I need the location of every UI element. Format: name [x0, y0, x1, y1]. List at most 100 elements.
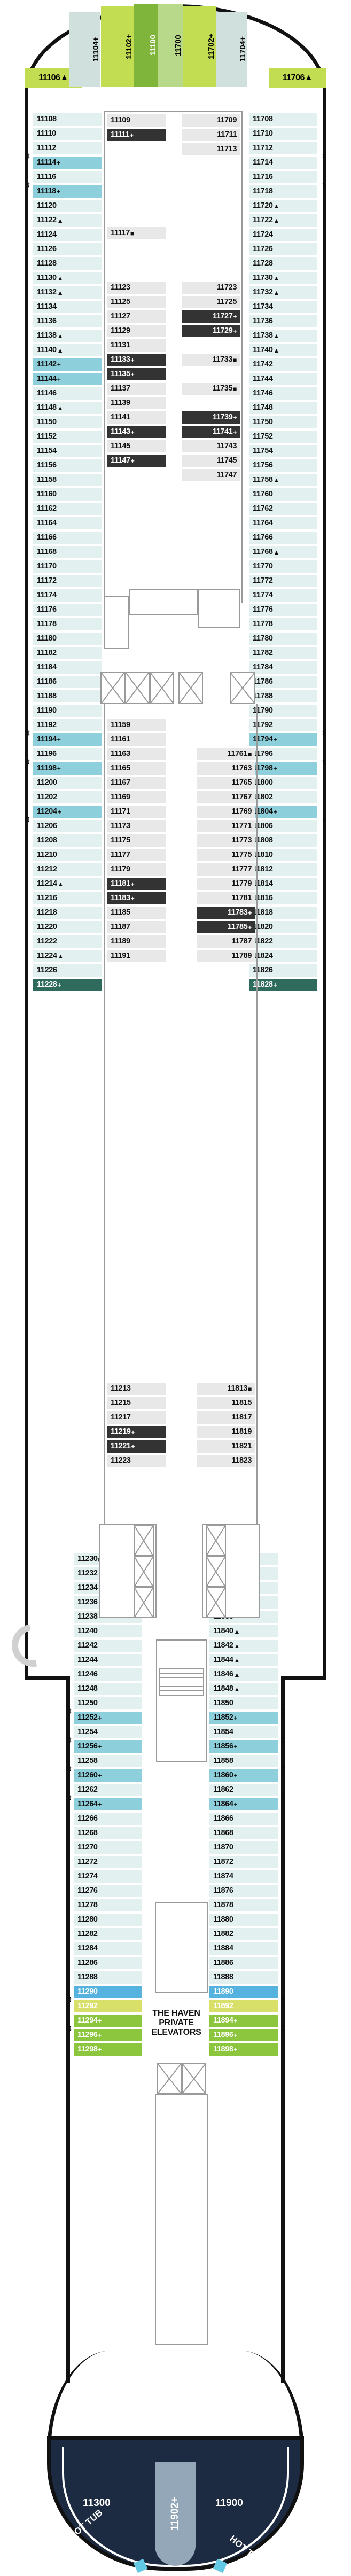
cabin-11806[interactable]: 11806: [249, 820, 317, 833]
cabin-11196[interactable]: 11196: [33, 748, 102, 761]
cabin-11774[interactable]: 11774: [249, 589, 317, 603]
cabin-11278[interactable]: 11278: [74, 1899, 142, 1913]
cabin-11769[interactable]: 11769: [197, 806, 255, 819]
cabin-11160[interactable]: 11160: [33, 488, 102, 502]
cabin-11218[interactable]: 11218: [33, 907, 102, 920]
cabin-11814[interactable]: 11814: [249, 878, 317, 891]
cabin-11220[interactable]: 11220: [33, 921, 102, 934]
cabin-11708[interactable]: 11708: [249, 113, 317, 127]
cabin-11744[interactable]: 11744: [249, 373, 317, 386]
cabin-11128[interactable]: 11128: [33, 257, 102, 271]
cabin-11840[interactable]: 11840 ▲: [209, 1625, 278, 1638]
cabin-11775[interactable]: 11775: [197, 849, 255, 862]
cabin-11167[interactable]: 11167: [107, 777, 166, 790]
cabin-11280[interactable]: 11280: [74, 1914, 142, 1927]
cabin-11823[interactable]: 11823: [197, 1455, 255, 1468]
cabin-11709[interactable]: 11709: [182, 114, 240, 128]
cabin-11148[interactable]: 11148 ▲: [33, 402, 102, 415]
cabin-11174[interactable]: 11174: [33, 589, 102, 603]
cabin-11125[interactable]: 11125: [107, 296, 166, 309]
cabin-11727[interactable]: 11727 +: [182, 310, 240, 324]
cabin-11137[interactable]: 11137: [107, 383, 166, 396]
cabin-11779[interactable]: 11779: [197, 878, 255, 891]
cabin-11732[interactable]: 11732 ▲: [249, 286, 317, 300]
cabin-11258[interactable]: 11258: [74, 1755, 142, 1768]
cabin-11183[interactable]: 11183 +: [107, 892, 166, 905]
cabin-11242[interactable]: 11242: [74, 1640, 142, 1653]
cabin-11252[interactable]: 11252 +: [74, 1712, 142, 1725]
cabin-11743[interactable]: 11743: [182, 440, 240, 454]
cabin-11745[interactable]: 11745: [182, 455, 240, 468]
cabin-11216[interactable]: 11216: [33, 892, 102, 905]
cabin-11282[interactable]: 11282: [74, 1928, 142, 1941]
cabin-11739[interactable]: 11739 +: [182, 411, 240, 425]
cabin-11288[interactable]: 11288: [74, 1971, 142, 1985]
cabin-11892[interactable]: 11892: [209, 2000, 278, 2013]
cabin-11144[interactable]: 11144 +: [33, 373, 102, 386]
cabin-11852[interactable]: 11852 +: [209, 1712, 278, 1725]
cabin-11172[interactable]: 11172: [33, 575, 102, 588]
cabin-11796[interactable]: 11796: [249, 748, 317, 761]
cabin-11750[interactable]: 11750: [249, 416, 317, 430]
cabin-11819[interactable]: 11819: [197, 1426, 255, 1439]
cabin-11246[interactable]: 11246: [74, 1668, 142, 1682]
cabin-11728[interactable]: 11728: [249, 257, 317, 271]
cabin-11191[interactable]: 11191: [107, 950, 166, 963]
cabin-11161[interactable]: 11161: [107, 733, 166, 747]
cabin-11152[interactable]: 11152: [33, 431, 102, 444]
cabin-11224[interactable]: 11224 ▲: [33, 950, 102, 963]
cabin-11182[interactable]: 11182: [33, 647, 102, 660]
cabin-11896[interactable]: 11896 +: [209, 2029, 278, 2042]
cabin-11844[interactable]: 11844 ▲: [209, 1654, 278, 1667]
cabin-11180[interactable]: 11180: [33, 633, 102, 646]
cabin-11206[interactable]: 11206: [33, 820, 102, 833]
cabin-11158[interactable]: 11158: [33, 474, 102, 487]
cabin-11758[interactable]: 11758 ▲: [249, 474, 317, 487]
cabin-11272[interactable]: 11272: [74, 1856, 142, 1869]
cabin-11127[interactable]: 11127: [107, 310, 166, 324]
cabin-11135[interactable]: 11135 +: [107, 368, 166, 381]
cabin-11741[interactable]: 11741 +: [182, 426, 240, 439]
cabin-11794[interactable]: 11794 +: [249, 733, 317, 747]
cabin-11842[interactable]: 11842 ▲: [209, 1640, 278, 1653]
cabin-11763[interactable]: 11763: [197, 762, 255, 776]
cabin-11108[interactable]: 11108: [33, 113, 102, 127]
cabin-11766[interactable]: 11766: [249, 532, 317, 545]
cabin-11783[interactable]: 11783 +: [197, 907, 255, 920]
cabin-11146[interactable]: 11146: [33, 387, 102, 401]
cabin-11190[interactable]: 11190: [33, 705, 102, 718]
cabin-11122[interactable]: 11122 ▲: [33, 214, 102, 228]
cabin-11208[interactable]: 11208: [33, 834, 102, 848]
cabin-11716[interactable]: 11716: [249, 171, 317, 184]
cabin-11886[interactable]: 11886: [209, 1957, 278, 1970]
cabin-11292[interactable]: 11292: [74, 2000, 142, 2013]
cabin-11777[interactable]: 11777: [197, 863, 255, 877]
cabin-11150[interactable]: 11150: [33, 416, 102, 430]
cabin-11294[interactable]: 11294 +: [74, 2015, 142, 2028]
cabin-11711[interactable]: 11711: [182, 129, 240, 142]
cabin-11786[interactable]: 11786: [249, 676, 317, 689]
cabin-11116[interactable]: 11116: [33, 171, 102, 184]
cabin-11213[interactable]: 11213: [107, 1383, 166, 1396]
cabin-11789[interactable]: 11789: [197, 950, 255, 963]
cabin-11126[interactable]: 11126: [33, 243, 102, 256]
cabin-11822[interactable]: 11822: [249, 935, 317, 949]
cabin-11813[interactable]: 11813 ■: [197, 1383, 255, 1396]
cabin-11170[interactable]: 11170: [33, 560, 102, 574]
cabin-11748[interactable]: 11748: [249, 402, 317, 415]
cabin-11862[interactable]: 11862: [209, 1784, 278, 1797]
cabin-11176[interactable]: 11176: [33, 604, 102, 617]
cabin-11117[interactable]: 11117 ■: [107, 227, 166, 240]
cabin-11710[interactable]: 11710: [249, 128, 317, 141]
cabin-11724[interactable]: 11724: [249, 229, 317, 242]
cabin-11124[interactable]: 11124: [33, 229, 102, 242]
cabin-11790[interactable]: 11790: [249, 705, 317, 718]
cabin-11166[interactable]: 11166: [33, 532, 102, 545]
cabin-11140[interactable]: 11140 ▲: [33, 344, 102, 357]
cabin-11720[interactable]: 11720 ▲: [249, 200, 317, 213]
cabin-11228[interactable]: 11228 +: [33, 979, 102, 992]
cabin-11250[interactable]: 11250: [74, 1697, 142, 1711]
cabin-11808[interactable]: 11808: [249, 834, 317, 848]
cabin-11142[interactable]: 11142 +: [33, 358, 102, 372]
cabin-11226[interactable]: 11226: [33, 964, 102, 978]
